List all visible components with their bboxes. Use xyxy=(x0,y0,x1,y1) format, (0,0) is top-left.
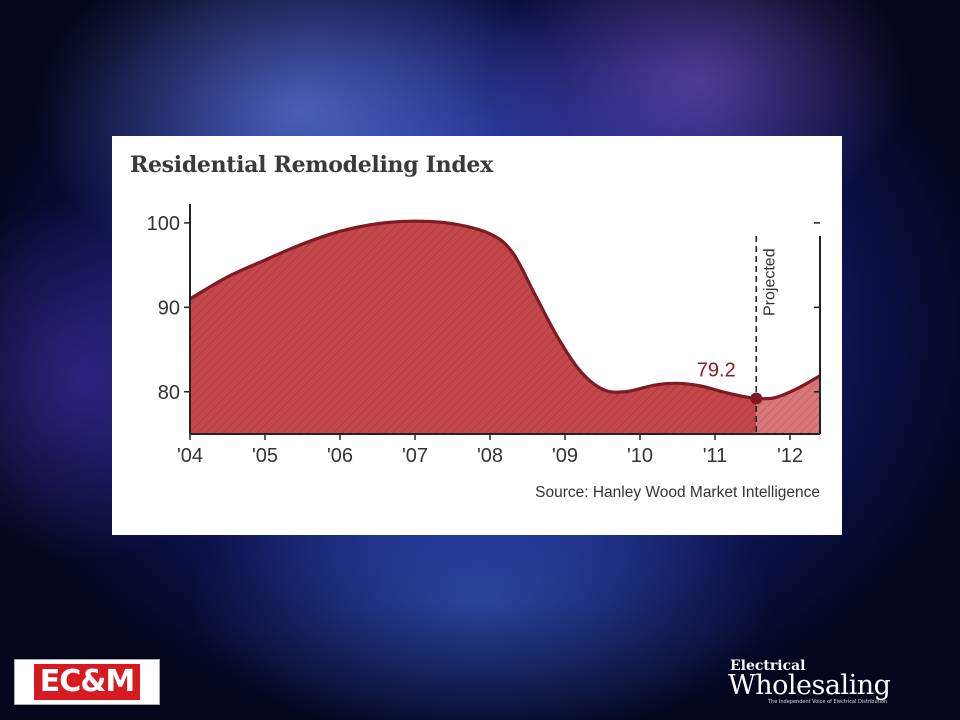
logo-line-wholesaling: Wholesaling xyxy=(728,670,891,701)
x-tick-label: '09 xyxy=(552,445,578,467)
x-tick-label: '04 xyxy=(177,445,203,467)
series-line-main xyxy=(189,219,757,401)
x-ticks: '04 '05 '06 '07 '08 '09 '10 '11 '12 xyxy=(177,434,803,467)
x-tick-label: '08 xyxy=(477,445,503,467)
x-tick-label: '07 xyxy=(402,445,428,467)
x-tick-label: '11 xyxy=(703,445,728,467)
y-tick-label: 80 xyxy=(158,382,180,404)
chart-panel: Residential Remodeling Index '04'05'06'0… xyxy=(112,136,842,535)
x-tick-label: '05 xyxy=(252,445,278,467)
x-tick-label: '06 xyxy=(327,445,353,467)
x-tick-label: '12 xyxy=(777,445,803,467)
point-marker xyxy=(750,392,763,405)
projected-label: Projected xyxy=(761,248,778,316)
logo-tagline: The Independent Voice of Electrical Dist… xyxy=(768,699,888,705)
chart-svg: '04 '05 '06 '07 '08 '09 '10 '11 '12 80 90 100 79.2… xyxy=(147,204,821,467)
ecm-logo-text: EC&M xyxy=(33,664,141,700)
area-projected-hatch xyxy=(756,375,820,434)
series-line-projected xyxy=(756,374,821,401)
chart-source: Source: Hanley Wood Market Intelligence xyxy=(535,484,820,501)
y-tick-label: 90 xyxy=(158,297,180,319)
y-tick-label: 100 xyxy=(147,213,180,235)
x-tick-label: '10 xyxy=(627,445,653,467)
point-label: 79.2 xyxy=(697,360,736,382)
right-ticks xyxy=(814,222,820,393)
logo-line-electrical: Electrical xyxy=(730,658,806,674)
area-main-hatch xyxy=(190,221,757,434)
ecm-logo: EC&M xyxy=(14,659,160,705)
y-ticks: 80 90 100 xyxy=(147,213,190,404)
electrical-wholesaling-logo: Electrical Wholesaling The Independent V… xyxy=(728,658,898,708)
chart-title: Residential Remodeling Index xyxy=(130,152,493,178)
